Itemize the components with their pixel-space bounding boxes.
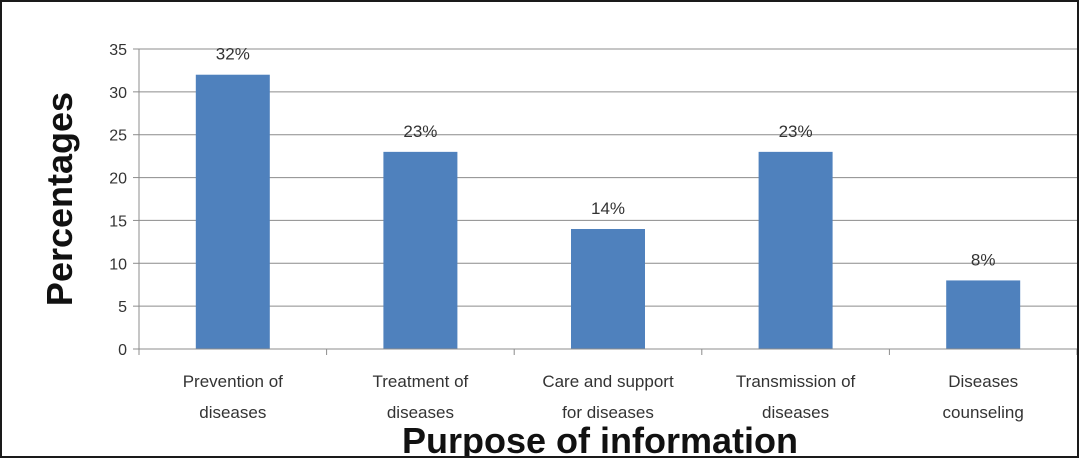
x-tick-label-3-line-1: diseases [762,403,829,422]
data-label-0: 32% [216,45,250,64]
data-label-1: 23% [403,122,437,141]
bar-0 [195,74,270,349]
x-tick-label-1-line-0: Treatment of [373,372,469,391]
x-tick-label-4-line-1: counseling [943,403,1024,422]
x-tick-label-2-line-0: Care and support [542,372,674,391]
data-label-4: 8% [971,250,996,269]
x-tick-label-0-line-0: Prevention of [183,372,283,391]
x-tick-label-3-line-0: Transmission of [736,372,856,391]
y-tick-label: 30 [109,85,127,102]
data-label-2: 14% [591,199,625,218]
bar-3 [758,151,833,349]
bar-4 [946,280,1021,349]
x-tick-label-2-line-1: for diseases [562,403,654,422]
bar-2 [571,229,645,349]
x-tick-label-0-line-1: diseases [199,403,266,422]
x-axis-title: Purpose of information [402,420,798,456]
x-tick-label-1-line-1: diseases [387,403,454,422]
x-tick-label-4-line-0: Diseases [948,372,1018,391]
y-tick-label: 5 [118,299,127,316]
y-tick-label: 35 [109,42,127,59]
y-tick-label: 25 [109,128,127,145]
data-label-3: 23% [779,122,813,141]
y-tick-label: 0 [118,342,127,359]
y-axis-title: Percentages [39,92,80,306]
y-tick-label: 10 [109,256,127,273]
y-tick-label: 15 [109,213,127,230]
bar-1 [383,151,458,349]
y-tick-label: 20 [109,171,127,188]
